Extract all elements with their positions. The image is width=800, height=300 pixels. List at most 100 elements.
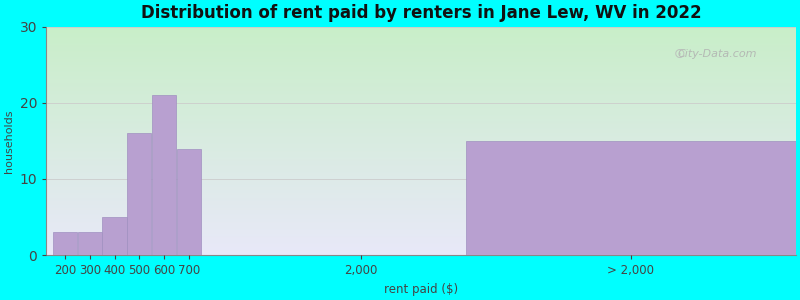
Bar [46,108,796,109]
Bar [46,149,796,150]
Bar [46,160,796,161]
Bar [46,136,796,137]
Bar [46,78,796,79]
Bar [46,151,796,152]
Bar [46,93,796,94]
Bar [46,139,796,140]
Bar [46,119,796,120]
Bar [46,85,796,86]
Bar [46,192,796,194]
Bar [46,36,796,37]
Bar [46,127,796,128]
Bar [46,57,796,59]
Bar [46,216,796,217]
Bar [46,212,796,213]
Bar [46,163,796,164]
Bar [46,103,796,104]
Bar [46,148,796,149]
Bar [46,125,796,126]
Bar [46,198,796,199]
Bar [46,209,796,211]
Bar [46,245,796,246]
Bar [46,166,796,167]
Bar [46,247,796,248]
Bar [46,61,796,62]
Bar [46,207,796,208]
Bar [46,159,796,160]
Bar [46,46,796,47]
Bar [46,41,796,43]
Bar [46,140,796,141]
Bar [46,106,796,108]
Bar [46,176,796,178]
Bar [46,112,796,113]
Bar [46,195,796,196]
Bar [46,233,796,235]
Bar [46,110,796,111]
Bar [46,48,796,50]
Bar [46,53,796,54]
Bar [46,190,796,191]
Bar [46,126,796,127]
Bar [46,120,796,122]
Bar [46,89,796,91]
Bar [46,70,796,71]
Bar [46,187,796,188]
Bar [46,116,796,117]
Bar [46,54,796,55]
Bar [46,191,796,192]
Bar [46,60,796,61]
Bar [46,142,796,143]
Bar [46,230,796,231]
Bar [46,204,796,205]
Bar [46,44,796,45]
Bar [46,26,796,28]
Bar [46,91,796,92]
Bar [46,231,796,232]
Bar [46,174,796,175]
Bar [46,226,796,227]
Bar [46,157,796,158]
Bar [46,229,796,230]
Bar [46,65,796,67]
Bar [46,154,796,156]
Bar [46,87,796,88]
Bar [46,244,796,245]
Bar [46,169,796,171]
Bar [46,98,796,99]
Bar [102,217,126,255]
Bar [46,189,796,190]
Bar [78,232,102,255]
Bar [46,58,796,60]
Bar [46,67,796,68]
Bar [46,172,796,173]
Bar [46,181,796,182]
Bar [46,47,796,48]
Bar [46,101,796,102]
Bar [46,109,796,110]
Bar [46,219,796,220]
Bar [46,111,796,112]
Bar [46,237,796,238]
Bar [46,133,796,134]
Bar [46,238,796,239]
Bar [46,82,796,84]
Bar [46,69,796,70]
Bar [46,118,796,119]
Bar [46,215,796,216]
Bar [46,239,796,240]
Bar [46,175,796,176]
Bar [46,171,796,172]
Title: Distribution of rent paid by renters in Jane Lew, WV in 2022: Distribution of rent paid by renters in … [141,4,702,22]
Bar [46,96,796,98]
Bar [46,128,796,129]
Bar [46,33,796,34]
Text: City-Data.com: City-Data.com [678,49,757,59]
Bar [46,224,796,226]
Bar [46,206,796,207]
Bar [46,167,796,168]
Bar [46,147,796,148]
Bar [466,141,796,255]
Bar [46,40,796,41]
X-axis label: rent paid ($): rent paid ($) [384,283,458,296]
